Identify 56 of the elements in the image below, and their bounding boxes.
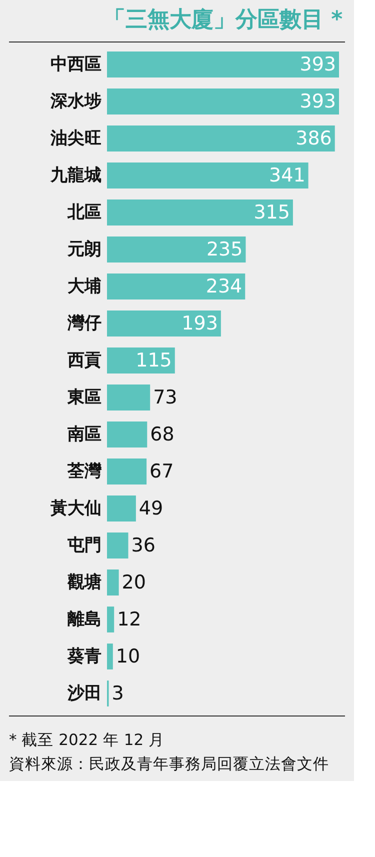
y-tick-label: 葵青 xyxy=(66,646,102,666)
y-tick-label: 中西區 xyxy=(50,54,102,74)
data-label: 235 xyxy=(206,238,243,260)
bar xyxy=(107,310,221,336)
data-label: 193 xyxy=(182,312,218,334)
bar xyxy=(107,162,308,188)
bar xyxy=(107,126,335,152)
y-tick-label: 元朗 xyxy=(66,240,102,260)
data-label: 234 xyxy=(206,276,242,298)
chart-title: 「三無大廈」分區數目 * xyxy=(103,8,344,32)
text: * 截至 2022 年 12 月 xyxy=(9,731,165,749)
y-tick-label: 東區 xyxy=(66,388,102,408)
bar xyxy=(107,532,128,558)
data-label: 386 xyxy=(296,128,332,150)
bar xyxy=(107,384,150,410)
data-label: 36 xyxy=(131,534,156,556)
bar xyxy=(107,348,175,374)
bar xyxy=(107,570,119,596)
y-tick-label: 九龍城 xyxy=(50,166,102,186)
bar xyxy=(107,606,114,632)
y-tick-label: 大埔 xyxy=(68,276,102,296)
data-label: 67 xyxy=(150,460,174,482)
bar xyxy=(107,236,246,262)
y-tick-label: 沙田 xyxy=(66,684,102,704)
y-tick-label: 黃大仙 xyxy=(50,498,102,518)
y-tick-label: 屯門 xyxy=(66,536,102,556)
data-label: 115 xyxy=(136,350,172,372)
y-tick-label: 灣仔 xyxy=(66,314,102,334)
bar xyxy=(107,200,293,226)
data-label: 73 xyxy=(153,386,178,408)
source-note: 資料來源：民政及青年事務局回覆立法會文件 xyxy=(9,755,329,773)
y-tick-label: 油尖旺 xyxy=(50,128,102,148)
y-tick-label: 深水埗 xyxy=(50,92,102,112)
bar xyxy=(107,422,148,448)
y-tick-label: 南區 xyxy=(66,424,102,444)
y-tick-label: 荃灣 xyxy=(66,462,102,482)
bar xyxy=(107,274,246,300)
data-label: 49 xyxy=(138,498,164,520)
data-label: 341 xyxy=(269,164,306,186)
data-label: 20 xyxy=(122,572,146,594)
data-label: 393 xyxy=(300,54,336,76)
data-label: 315 xyxy=(254,202,290,224)
bar xyxy=(107,496,136,522)
bar xyxy=(107,52,339,78)
data-label: 68 xyxy=(150,424,174,446)
data-label: 393 xyxy=(300,90,336,112)
y-tick-label: 觀塘 xyxy=(66,572,102,592)
y-tick-label: 西貢 xyxy=(66,350,102,370)
bar xyxy=(107,644,113,670)
bar xyxy=(107,88,339,114)
y-tick-label: 北區 xyxy=(66,202,102,222)
y-tick-label: 離島 xyxy=(66,610,102,630)
data-label: 10 xyxy=(116,646,140,668)
data-label: 3 xyxy=(112,682,124,704)
bar xyxy=(107,458,147,484)
data-label: 12 xyxy=(117,608,142,630)
